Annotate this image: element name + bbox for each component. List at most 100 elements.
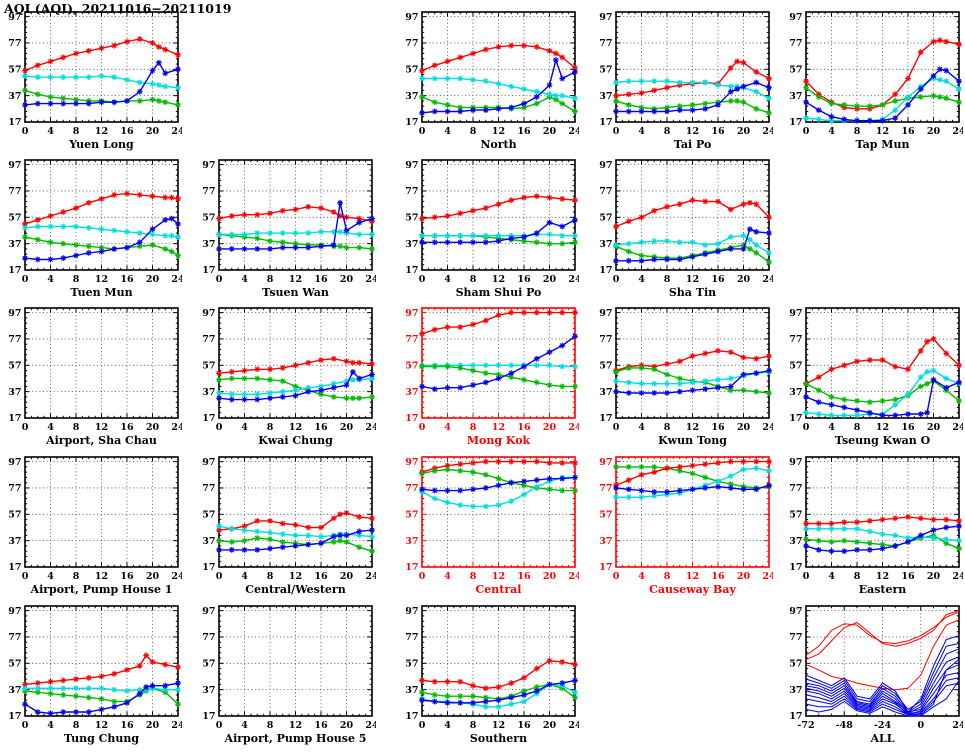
x-tick-label: 16 [314, 422, 328, 433]
y-tick-label: 17 [405, 413, 418, 424]
x-tick-label: 20 [737, 422, 751, 433]
chart-tsuen-wan: 17 37 57 77 97 0 4 8 12 16 20 24 Tsuen Wan [196, 156, 379, 302]
y-tick-label: 17 [599, 413, 612, 424]
y-tick-label: 57 [599, 361, 612, 372]
y-tick-label: 37 [202, 685, 215, 696]
y-tick-label: 97 [789, 606, 802, 617]
x-tick-label: 8 [73, 571, 80, 582]
x-tick-label: 20 [340, 571, 354, 582]
causeway-bay-plot: 17 37 57 77 97 0 4 8 12 16 20 24 Causeway Bay [599, 456, 776, 596]
y-tick-label: 17 [202, 711, 215, 722]
chart-kwun-tong: 17 37 57 77 97 0 4 8 12 16 20 24 Kwun Tong [593, 304, 776, 450]
x-tick-label: 12 [876, 126, 889, 137]
y-tick-label: 17 [405, 711, 418, 722]
y-tick-label: 37 [8, 387, 21, 398]
x-tick-label: 16 [120, 571, 134, 582]
x-tick-label: 0 [419, 720, 426, 731]
y-tick-label: 57 [405, 659, 418, 670]
x-tick-label: 0 [613, 274, 620, 285]
x-tick-label: 0 [613, 571, 620, 582]
y-tick-label: 77 [202, 186, 215, 197]
x-tick-label: 12 [289, 274, 302, 285]
y-tick-label: 77 [789, 334, 802, 345]
x-tick-label: 16 [314, 571, 328, 582]
y-tick-label: 17 [202, 265, 215, 276]
x-tick-label: 8 [664, 126, 671, 137]
x-tick-label: 0 [917, 720, 924, 731]
tuen-mun-plot: 17 37 57 77 97 0 4 8 12 16 20 24 Tuen Mun [8, 159, 185, 299]
x-tick-label: 4 [444, 422, 451, 433]
y-tick-label: 77 [8, 632, 21, 643]
kwun-tong-plot: 17 37 57 77 97 0 4 8 12 16 20 24 Kwun Tong [599, 307, 776, 447]
y-tick-label: 77 [405, 632, 418, 643]
y-tick-label: 37 [202, 239, 215, 250]
x-tick-label: 0 [216, 274, 223, 285]
x-tick-label: 12 [492, 571, 505, 582]
y-tick-label: 77 [599, 186, 612, 197]
y-tick-label: 17 [789, 562, 802, 573]
x-tick-label: 24 [171, 126, 182, 137]
sham-shui-po-plot: 17 37 57 77 97 0 4 8 12 16 20 24 Sham Shui Po [405, 159, 582, 299]
x-tick-label: 4 [47, 571, 54, 582]
chart-title-sha-tin: Sha Tin [669, 286, 716, 299]
x-tick-label: -72 [797, 720, 814, 731]
chart-airport-sha-chau: 17 37 57 77 97 0 4 8 12 16 20 24 Airport, Sha Chau [2, 304, 185, 450]
y-tick-label: 77 [405, 334, 418, 345]
x-tick-label: 8 [664, 571, 671, 582]
y-tick-label: 37 [599, 387, 612, 398]
chart-title-tseung-kwan-o: Tseung Kwan O [835, 434, 931, 447]
y-tick-label: 17 [202, 562, 215, 573]
x-tick-label: 20 [927, 126, 941, 137]
x-tick-label: 8 [854, 126, 861, 137]
x-tick-label: 0 [803, 126, 810, 137]
chart-tap-mun: 17 37 57 77 97 0 4 8 12 16 20 24 Tap Mun [783, 8, 965, 154]
x-tick-label: 24 [952, 422, 963, 433]
tai-po-plot: 17 37 57 77 97 0 4 8 12 16 20 24 Tai Po [599, 11, 776, 151]
x-tick-label: 12 [289, 720, 302, 731]
x-tick-label: 8 [267, 720, 274, 731]
y-tick-label: 77 [202, 483, 215, 494]
x-tick-label: 24 [568, 274, 579, 285]
y-tick-label: 37 [789, 685, 802, 696]
x-tick-label: 12 [492, 422, 505, 433]
y-tick-label: 77 [789, 483, 802, 494]
central-western-plot: 17 37 57 77 97 0 4 8 12 16 20 24 Central/Western [202, 456, 379, 596]
x-tick-label: 24 [568, 571, 579, 582]
x-tick-label: 12 [876, 571, 889, 582]
chart-tseung-kwan-o: 17 37 57 77 97 0 4 8 12 16 20 24 Tseung Kwan O [783, 304, 965, 450]
x-tick-label: 20 [927, 422, 941, 433]
y-tick-label: 97 [789, 457, 802, 468]
x-tick-label: 16 [517, 126, 531, 137]
x-tick-label: 12 [686, 274, 699, 285]
y-tick-label: 37 [8, 685, 21, 696]
y-tick-label: 57 [599, 213, 612, 224]
chart-title-airport-pump-house-1: Airport, Pump House 1 [30, 583, 173, 596]
y-tick-label: 97 [789, 12, 802, 23]
x-tick-label: 12 [289, 571, 302, 582]
x-tick-label: 20 [543, 126, 557, 137]
y-tick-label: 57 [789, 659, 802, 670]
x-tick-label: 20 [737, 126, 751, 137]
y-tick-label: 97 [599, 457, 612, 468]
x-tick-label: 0 [22, 720, 29, 731]
x-tick-label: 20 [543, 422, 557, 433]
y-tick-label: 97 [8, 308, 21, 319]
x-tick-label: 20 [340, 720, 354, 731]
chart-sham-shui-po: 17 37 57 77 97 0 4 8 12 16 20 24 Sham Shui Po [399, 156, 582, 302]
chart-title-tsuen-wan: Tsuen Wan [262, 286, 329, 299]
y-tick-label: 57 [789, 361, 802, 372]
x-tick-label: 0 [613, 126, 620, 137]
x-tick-label: 20 [737, 571, 751, 582]
x-tick-label: 0 [216, 422, 223, 433]
x-tick-label: 0 [613, 422, 620, 433]
y-tick-label: 77 [599, 334, 612, 345]
x-tick-label: 8 [73, 720, 80, 731]
chart-sha-tin: 17 37 57 77 97 0 4 8 12 16 20 24 Sha Tin [593, 156, 776, 302]
y-tick-label: 37 [202, 536, 215, 547]
x-tick-label: 4 [47, 274, 54, 285]
x-tick-label: 16 [517, 720, 531, 731]
x-tick-label: 4 [638, 126, 645, 137]
x-tick-label: 24 [568, 422, 579, 433]
